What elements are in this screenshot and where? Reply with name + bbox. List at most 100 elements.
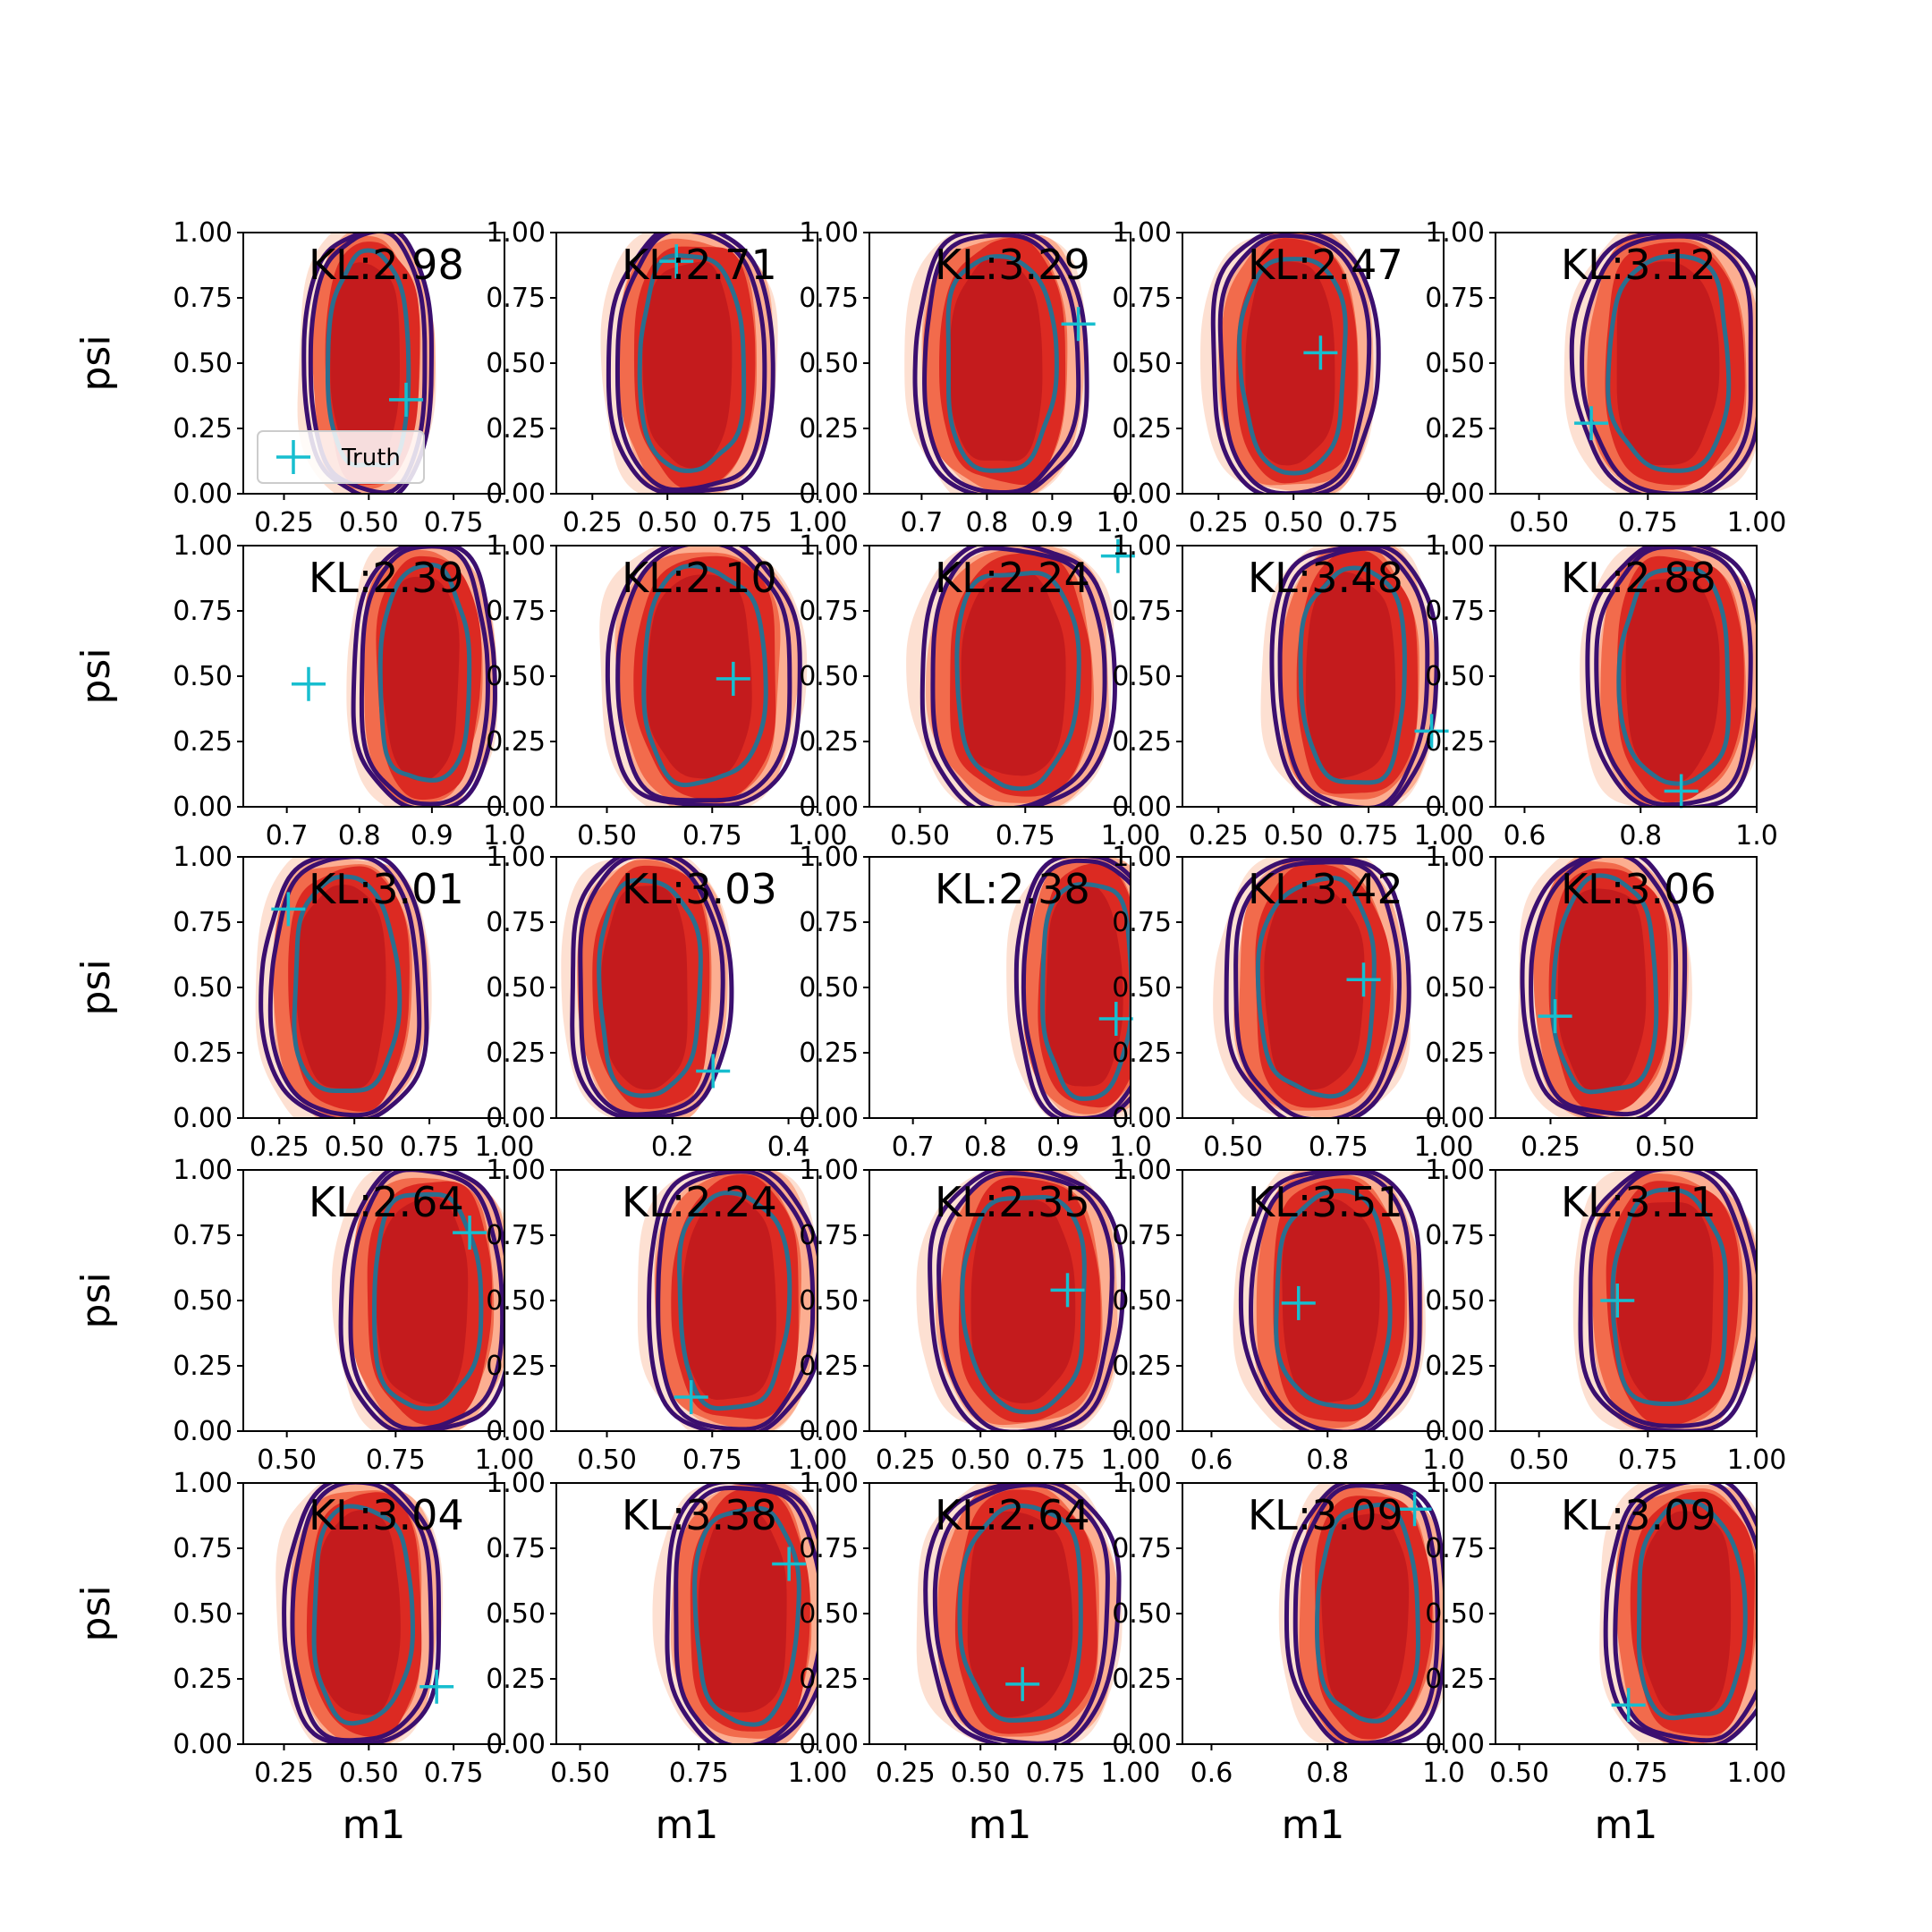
y-tick-label: 0.50	[173, 661, 233, 692]
y-tick-label: 0.25	[1425, 1038, 1485, 1069]
y-tick-label: 0.25	[1112, 1664, 1172, 1695]
y-tick-label: 0.75	[799, 1533, 859, 1564]
y-tick-label: 0.75	[486, 907, 546, 938]
y-tick-label: 0.75	[799, 907, 859, 938]
x-axis-label: m1	[656, 1802, 719, 1848]
x-tick-label: 0.75	[424, 507, 484, 538]
kl-label: KL:2.24	[622, 1178, 777, 1226]
x-tick-label: 1.00	[788, 820, 848, 852]
x-tick-label: 0.25	[250, 1131, 309, 1163]
x-tick-label: 0.25	[254, 1758, 314, 1789]
x-tick-label: 0.50	[951, 1758, 1011, 1789]
x-tick-label: 0.50	[890, 820, 950, 852]
panel-plot-area	[1233, 1170, 1426, 1431]
kl-label: KL:3.42	[1248, 865, 1403, 913]
y-tick-label: 0.50	[799, 1285, 859, 1317]
x-tick-label: 1.0	[1422, 1445, 1465, 1476]
inner-contour	[641, 564, 768, 788]
y-tick-label: 0.50	[799, 348, 859, 379]
y-tick-label: 1.00	[1425, 217, 1485, 249]
inner-contour	[957, 1503, 1083, 1723]
panel-plot-area	[599, 546, 808, 807]
outer-contour	[1013, 857, 1131, 1118]
density-level-5	[375, 1197, 469, 1404]
y-tick-label: 0.50	[486, 661, 546, 692]
outer-contour-2	[674, 1485, 818, 1744]
panel-13: KL:2.38 0.00 0.25 0.50 0.75 1.00 0.7 0.8 0.9 1.0	[799, 842, 1152, 1163]
x-tick-label: 0.75	[1618, 1445, 1678, 1476]
kl-label: KL:3.38	[622, 1491, 777, 1539]
y-tick-label: 0.00	[1425, 792, 1485, 823]
y-tick-label: 1.00	[173, 1468, 233, 1499]
panel-1: KL:2.98 0.00 0.25 0.50 0.75 1.00 0.25 0.50 0.75 p…	[73, 217, 505, 538]
x-tick-label: 0.8	[1306, 1445, 1349, 1476]
panel-17: KL:2.24 0.00 0.25 0.50 0.75 1.00 0.50 0.75 1.00	[486, 1155, 847, 1476]
truth-marker	[1005, 1666, 1040, 1701]
y-tick-label: 1.00	[1425, 842, 1485, 873]
x-tick-label: 0.50	[1509, 507, 1569, 538]
x-tick-label: 0.75	[1026, 1445, 1086, 1476]
x-tick-label: 0.25	[1189, 507, 1249, 538]
panel-plot-area	[1278, 1483, 1444, 1744]
panel-19: KL:3.51 0.00 0.25 0.50 0.75 1.00 0.6 0.8 1.0	[1112, 1155, 1465, 1476]
y-tick-label: 0.50	[1112, 661, 1172, 692]
inner-contour	[311, 1504, 416, 1726]
y-tick-label: 0.25	[799, 1351, 859, 1382]
y-tick-label: 0.00	[173, 1103, 233, 1134]
y-tick-label: 1.00	[1112, 217, 1172, 249]
kl-label: KL:2.35	[935, 1178, 1090, 1226]
x-tick-label: 0.25	[876, 1445, 936, 1476]
y-tick-label: 0.50	[486, 348, 546, 379]
panel-5: KL:3.12 0.00 0.25 0.50 0.75 1.00 0.50 0.75 1.00	[1425, 217, 1786, 538]
y-tick-label: 0.50	[1425, 661, 1485, 692]
y-tick-label: 0.25	[173, 726, 233, 758]
kl-label: KL:2.39	[309, 554, 464, 602]
truth-marker	[1098, 1002, 1133, 1037]
x-tick-label: 1.00	[1101, 820, 1161, 852]
kl-label: KL:3.29	[935, 241, 1090, 289]
panel-plot-area	[637, 1170, 818, 1431]
y-tick-label: 0.00	[1425, 1416, 1485, 1447]
outer-contour-2	[1249, 1170, 1414, 1431]
y-tick-label: 0.25	[173, 1664, 233, 1695]
inner-contour	[960, 1194, 1087, 1415]
y-tick-label: 1.00	[1112, 530, 1172, 562]
x-tick-label: 1.00	[1727, 1758, 1787, 1789]
kl-label: KL:3.12	[1561, 241, 1716, 289]
truth-marker	[772, 1546, 807, 1581]
y-tick-label: 0.25	[173, 1038, 233, 1069]
x-tick-label: 0.6	[1191, 1758, 1233, 1789]
density-level-5	[1640, 1511, 1732, 1716]
y-tick-label: 0.00	[486, 1729, 546, 1760]
y-tick-label: 1.00	[486, 842, 546, 873]
inner-contour	[945, 254, 1059, 473]
y-tick-label: 0.50	[1112, 1598, 1172, 1630]
panel-plot-area	[1260, 546, 1439, 807]
kl-label: KL:2.71	[622, 241, 777, 289]
y-tick-label: 1.00	[173, 842, 233, 873]
density-level-5	[642, 261, 733, 469]
panel-plot-area	[255, 857, 432, 1118]
x-tick-label: 1.00	[1727, 1445, 1787, 1476]
y-tick-label: 0.00	[1112, 792, 1172, 823]
x-tick-label: 1.00	[788, 507, 848, 538]
panel-plot-area	[1572, 1170, 1757, 1431]
outer-contour-2	[930, 546, 1107, 807]
y-tick-label: 1.00	[173, 1155, 233, 1186]
kl-label: KL:3.48	[1248, 554, 1403, 602]
outer-contour	[351, 546, 497, 807]
truth-marker	[453, 1216, 487, 1250]
y-tick-label: 1.00	[1425, 530, 1485, 562]
density-level-5	[1305, 572, 1396, 779]
y-tick-label: 0.75	[486, 1533, 546, 1564]
outer-contour	[301, 233, 434, 494]
x-tick-label: 1.00	[788, 1758, 848, 1789]
panel-2: KL:2.71 0.00 0.25 0.50 0.75 1.00 0.25 0.50 0.75 1…	[486, 217, 847, 538]
panel-24: KL:3.09 0.00 0.25 0.50 0.75 1.00 0.6 0.8 1.0 m1	[1112, 1468, 1465, 1848]
y-tick-label: 0.25	[486, 726, 546, 758]
x-tick-label: 0.75	[713, 507, 773, 538]
y-tick-label: 0.00	[799, 479, 859, 510]
density-level-5	[1046, 882, 1123, 1087]
truth-marker	[1303, 335, 1338, 370]
density-level-5	[330, 262, 400, 468]
